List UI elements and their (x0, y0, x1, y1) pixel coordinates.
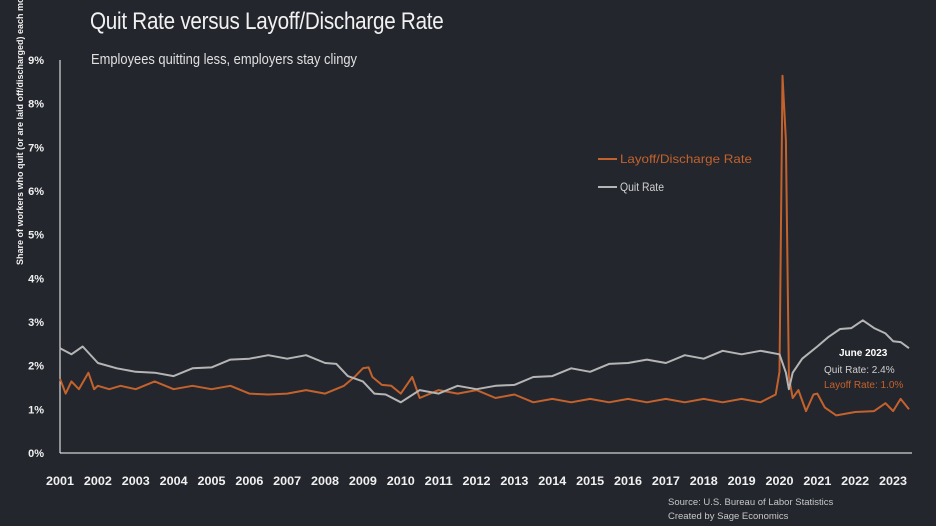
y-tick-label: 7% (28, 142, 44, 154)
y-tick-label: 9% (28, 55, 44, 67)
x-tick-label: 2015 (576, 474, 604, 488)
x-tick-label: 2008 (311, 474, 339, 488)
y-tick-label: 8% (28, 99, 44, 111)
y-tick-label: 5% (28, 230, 44, 242)
x-tick-label: 2011 (425, 474, 453, 488)
annotation: June 2023 Quit Rate: 2.4% Layoff Rate: 1… (824, 348, 903, 391)
chart-subtitle: Employees quitting less, employers stay … (91, 51, 358, 68)
x-tick-label: 2004 (160, 474, 188, 488)
series-layer (59, 74, 910, 417)
y-tick-label: 0% (28, 448, 44, 460)
x-tick-label: 2020 (765, 474, 793, 488)
x-tick-label: 2010 (387, 474, 415, 488)
y-tick-label: 1% (28, 404, 44, 416)
x-tick-label: 2022 (841, 474, 869, 488)
x-tick-label: 2009 (349, 474, 377, 488)
axes: 0% 1% 2% 3% 4% 5% 6% 7% 8% 9% 2001 2002 2003 2004 2005… (28, 55, 912, 488)
x-tick-label: 2003 (122, 474, 150, 488)
x-tick-label: 2006 (235, 474, 263, 488)
x-tick-label: 2023 (879, 474, 907, 488)
legend-label-quit: Quit Rate (620, 180, 664, 194)
x-tick-label: 2014 (538, 474, 566, 488)
legend: Layoff/Discharge Rate Quit Rate (598, 152, 752, 194)
legend-label-layoff: Layoff/Discharge Rate (620, 152, 752, 166)
x-tick-label: 2005 (197, 474, 225, 488)
annotation-quit-rate: Quit Rate: 2.4% (824, 365, 895, 376)
source-credit: Source: U.S. Bureau of Labor Statistics (668, 497, 834, 508)
x-tick-label: 2002 (84, 474, 112, 488)
y-tick-label: 4% (28, 273, 44, 285)
y-tick-label: 6% (28, 186, 44, 198)
quit-rate-line (59, 319, 910, 404)
annotation-title: June 2023 (839, 348, 888, 359)
x-tick-label: 2013 (500, 474, 528, 488)
x-tick-label: 2017 (652, 474, 680, 488)
x-tick-label: 2019 (728, 474, 756, 488)
y-tick-label: 3% (28, 317, 44, 329)
y-tick-label: 2% (28, 361, 44, 373)
annotation-layoff-rate: Layoff Rate: 1.0% (824, 380, 903, 391)
x-tick-label: 2001 (46, 474, 74, 488)
x-tick-label: 2018 (690, 474, 718, 488)
x-tick-label: 2012 (463, 474, 491, 488)
x-tick-label: 2016 (614, 474, 642, 488)
x-tick-label: 2007 (273, 474, 301, 488)
layoff-rate-line (59, 74, 910, 417)
x-tick-label: 2021 (803, 474, 831, 488)
chart-title: Quit Rate versus Layoff/Discharge Rate (90, 8, 444, 35)
creator-credit: Created by Sage Economics (668, 511, 789, 522)
